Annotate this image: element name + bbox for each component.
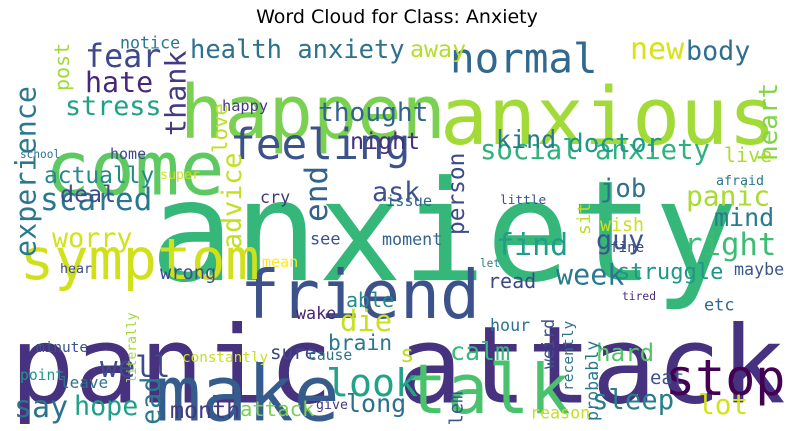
word-hard: hard [596,339,655,367]
word-live: live [724,143,773,167]
word-reason: reason [530,402,591,423]
word-die: die [340,304,393,338]
word-lot: lot [698,388,749,421]
word-friend: friend [240,256,480,334]
word-ask: ask [372,177,421,208]
word-feeling: feeling [230,119,411,170]
word-panic: panic [686,178,771,213]
word-well: well [100,350,171,384]
word-hour: hour [490,315,531,335]
word-long: long [346,389,407,418]
word-panic-attack: panic attack [10,304,786,424]
word-anxious: anxious [440,70,777,163]
word-literally: literally [125,312,140,383]
word-notice: notice [120,35,181,53]
word-come: come [45,125,225,213]
word-sleep: sleep [592,385,675,416]
word-happen: happen [180,70,446,156]
word-hope: hope [74,390,139,422]
word-calm: calm [450,337,511,366]
word-fear: fear [85,39,162,75]
word-make: make [155,350,340,424]
word-hear: hear [60,262,93,277]
word-new: new [630,35,685,67]
word-s: s [400,340,415,369]
word-talk: talk [406,351,571,424]
word-see: see [310,228,341,249]
word-person: person [444,152,470,235]
word-kind: kind [496,125,557,154]
word-deal: deal [60,181,117,208]
word-super: super [160,168,201,183]
word-let: let [480,257,501,270]
word-struggle: struggle [617,259,724,285]
word-give: give [316,398,349,413]
word-guy: guy [596,225,645,256]
word-read: read [488,269,537,293]
word-school: school [20,148,61,161]
word-social-anxiety: social anxiety [480,135,710,166]
word-find: find [496,228,569,263]
word-leave: leave [60,373,109,392]
word-end: end [298,165,336,222]
word-anxiety: anxiety [150,151,738,314]
word-normal: normal [450,35,598,83]
word-cloud: panic attack anxiety happen anxious make… [10,35,786,424]
word-month: month [170,397,241,424]
word-issue: issue [386,192,433,210]
word-wake: wake [296,303,337,323]
word-stop: stop [665,349,786,407]
word-advice: advice [217,152,248,249]
word-constantly: constantly [182,350,269,366]
word-able: able [346,288,395,312]
word-weird: weird [538,318,558,369]
word-minute: minute [36,340,88,356]
word-fine: fine [610,240,645,256]
word-week: week [556,257,625,292]
word-body: body [686,35,751,67]
word-hate: hate [85,66,154,99]
word-health-anxiety: health anxiety [190,35,405,65]
word-cry: cry [260,187,291,207]
word-symptom: symptom [20,227,260,293]
word-attack: attack [240,397,315,421]
word-thought: thought [318,98,429,128]
word-home: home [110,145,147,163]
word-look: look [326,360,418,406]
word-problem: problem [446,391,468,424]
word-little: little [500,193,547,208]
word-maybe: maybe [734,259,785,279]
word-worry: worry [52,222,133,254]
word-right: right [684,228,777,263]
word-stress: stress [65,90,162,122]
word-point: point [20,367,65,384]
word-recently: recently [560,320,577,391]
word-experience: experience [10,86,43,257]
word-brain: brain [328,331,393,356]
word-mind: mind [714,203,775,232]
word-doctor: doctor [568,129,663,159]
word-thank: thank [158,50,193,136]
word-head: head [135,376,167,424]
word-wish: wish [600,215,645,236]
word-happy: happy [222,97,269,115]
word-actually: actually [44,163,155,189]
word-etc: etc [704,294,735,315]
word-mean: mean [262,253,299,271]
word-say: say [14,390,69,424]
word-cause: cause [308,347,353,364]
word-eat: eat [650,367,685,389]
word-sure: sure [270,341,317,364]
word-sit: sit [574,202,595,235]
word-post: post [50,42,74,91]
chart-title: Word Cloud for Class: Anxiety [256,6,538,28]
word-wrong: wrong [160,263,217,284]
word-moment: moment [382,229,443,249]
word-afraid: afraid [716,174,765,189]
word-night: night [350,128,421,155]
word-scared: scared [40,181,153,219]
word-away: away [410,36,467,63]
word-tired: tired [622,290,657,303]
word-job: job [600,174,647,204]
